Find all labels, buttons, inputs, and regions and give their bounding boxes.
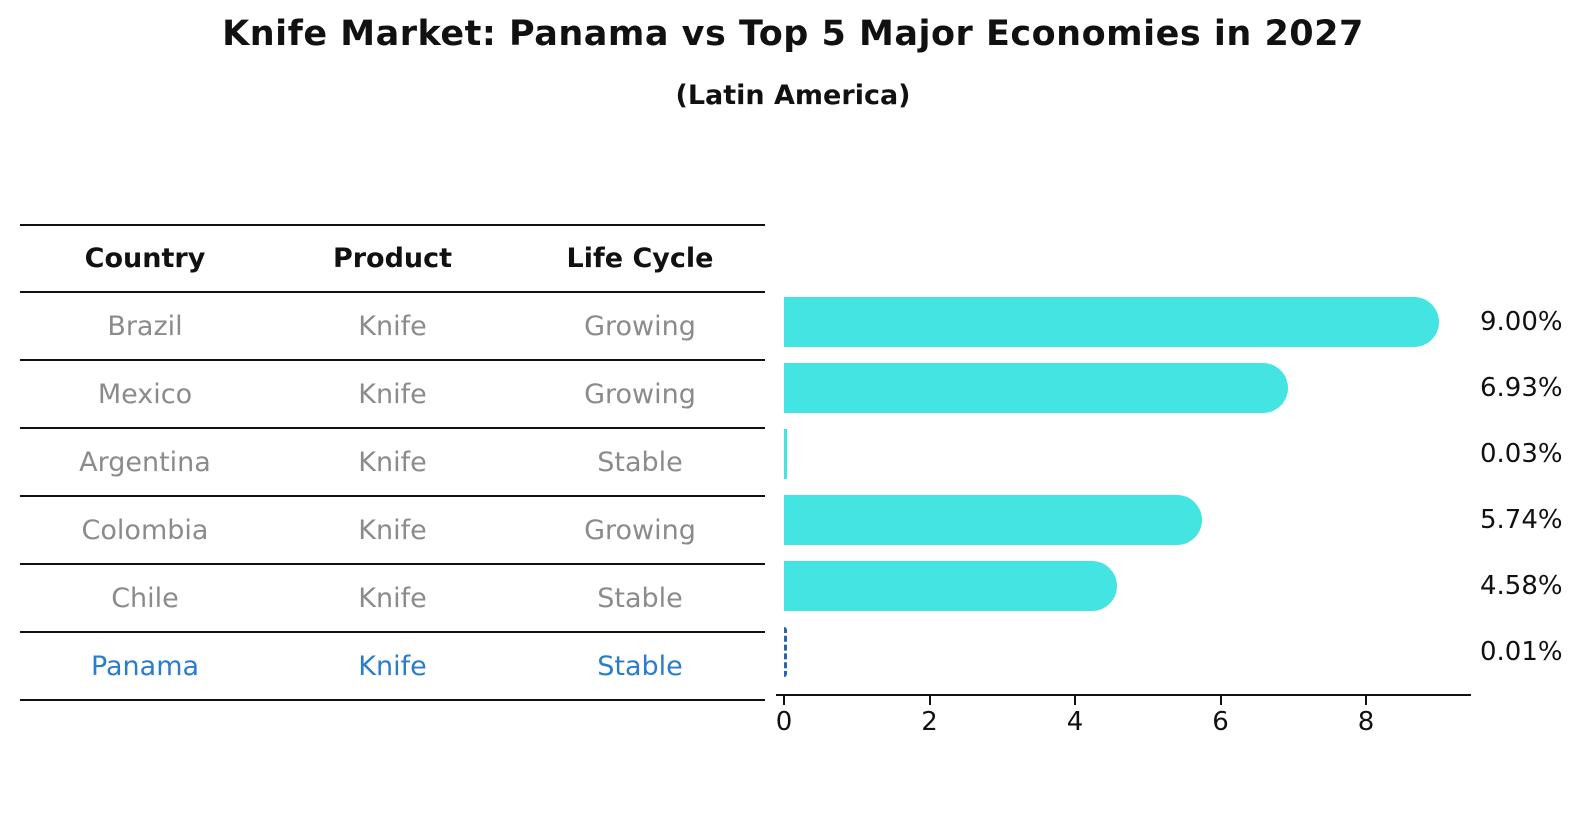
- table-row: Chile Knife Stable: [20, 565, 765, 633]
- cell-product: Knife: [358, 446, 427, 478]
- x-axis-line: [776, 694, 1471, 696]
- tick-mark: [1219, 696, 1222, 705]
- page-subtitle: (Latin America): [675, 80, 911, 111]
- cell-product: Knife: [358, 514, 427, 546]
- tick-label: 8: [1357, 707, 1375, 737]
- cell-product: Knife: [358, 650, 427, 682]
- cell-product: Knife: [358, 310, 427, 342]
- tick-label: 2: [921, 707, 938, 737]
- table-row: Brazil Knife Growing: [20, 293, 765, 361]
- tick-mark: [1365, 696, 1367, 705]
- bar-value-label: 9.00%: [1480, 307, 1563, 337]
- tick-label: 0: [775, 707, 793, 737]
- header-cell-product: Product: [332, 243, 453, 274]
- cell-life-cycle: Growing: [584, 514, 696, 546]
- table-row: Mexico Knife Growing: [20, 361, 765, 429]
- tick-label: 4: [1066, 707, 1084, 737]
- cell-life-cycle: Growing: [584, 310, 696, 342]
- cell-country: Colombia: [81, 514, 209, 546]
- data-table: Country Product Life Cycle Brazil Knife …: [20, 224, 765, 701]
- cell-product: Knife: [358, 378, 427, 410]
- cell-life-cycle: Stable: [597, 446, 683, 478]
- tick-mark: [783, 696, 785, 705]
- tick-mark: [1074, 696, 1076, 705]
- bar-panama-dashed: [784, 627, 787, 677]
- tick-label: 6: [1212, 707, 1229, 737]
- cell-life-cycle: Stable: [597, 582, 683, 614]
- bar-value-label: 4.58%: [1480, 571, 1563, 601]
- bar-argentina: [784, 429, 787, 479]
- header-cell-country: Country: [84, 243, 206, 274]
- bar-colombia: [784, 495, 1202, 545]
- cell-life-cycle: Stable: [597, 650, 683, 682]
- bar-mexico: [784, 363, 1289, 413]
- bar-value-label: 0.01%: [1480, 637, 1563, 667]
- cell-country: Brazil: [107, 310, 183, 342]
- table-row: Argentina Knife Stable: [20, 429, 765, 497]
- bar-value-label: 6.93%: [1480, 373, 1563, 403]
- cell-product: Knife: [358, 582, 427, 614]
- cell-country: Mexico: [97, 378, 193, 410]
- bar-chile: [784, 561, 1118, 611]
- table-row-panama-highlight: Panama Knife Stable: [20, 633, 765, 701]
- table-header-row: Country Product Life Cycle: [20, 224, 765, 293]
- cell-life-cycle: Growing: [584, 378, 696, 410]
- cell-country: Panama: [90, 650, 200, 682]
- cell-country: Argentina: [79, 446, 211, 478]
- tick-mark: [928, 696, 931, 705]
- table-row: Colombia Knife Growing: [20, 497, 765, 565]
- bar-value-label: 0.03%: [1480, 439, 1563, 469]
- bar-value-label: 5.74%: [1480, 505, 1563, 535]
- bar-brazil: [784, 297, 1439, 347]
- page-title: Knife Market: Panama vs Top 5 Major Econ…: [222, 14, 1364, 54]
- cell-country: Chile: [111, 582, 179, 614]
- header-cell-life-cycle: Life Cycle: [566, 243, 714, 274]
